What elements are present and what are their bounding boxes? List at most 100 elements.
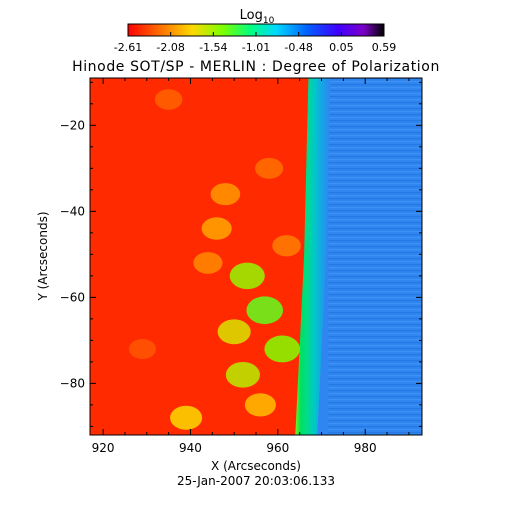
off-limb-stripe: [328, 333, 422, 335]
off-limb-stripe: [328, 156, 422, 158]
off-limb-stripe: [328, 123, 422, 125]
off-limb-stripe: [328, 306, 422, 308]
off-limb-stripe: [328, 186, 422, 188]
off-limb-stripe: [328, 87, 422, 89]
colorbar-label: Log10: [240, 8, 275, 26]
off-limb-stripe: [328, 198, 422, 200]
off-limb-stripe: [328, 360, 422, 362]
off-limb-stripe: [328, 99, 422, 101]
off-limb-stripe: [328, 324, 422, 326]
off-limb-stripe: [328, 126, 422, 128]
colorbar-tick-label: 0.59: [372, 41, 397, 54]
polarization-feature: [193, 252, 223, 274]
off-limb-stripe: [328, 285, 422, 287]
off-limb-stripe: [328, 270, 422, 272]
off-limb-stripe: [328, 234, 422, 236]
x-tick-label: 960: [266, 441, 289, 455]
off-limb-stripe: [328, 432, 422, 434]
x-tick-label: 920: [92, 441, 115, 455]
off-limb-stripe: [328, 309, 422, 311]
polarization-feature: [255, 157, 284, 179]
colorbar-tick-label: -1.01: [242, 41, 270, 54]
off-limb-stripe: [328, 417, 422, 419]
x-axis-label: X (Arcseconds): [211, 459, 301, 473]
off-limb-stripe: [328, 153, 422, 155]
off-limb-stripe: [328, 129, 422, 131]
off-limb-stripe: [328, 252, 422, 254]
off-limb-stripe: [328, 105, 422, 107]
off-limb-stripe: [328, 96, 422, 98]
off-limb-stripe: [328, 111, 422, 113]
off-limb-stripe: [328, 231, 422, 233]
off-limb-stripe: [328, 117, 422, 119]
off-limb-stripes: [328, 78, 422, 434]
y-tick-label: −20: [60, 118, 85, 132]
off-limb-stripe: [328, 210, 422, 212]
polarization-feature: [272, 235, 301, 257]
off-limb-stripe: [328, 342, 422, 344]
off-limb-stripe: [328, 237, 422, 239]
y-tick-label: −40: [60, 204, 85, 218]
polarization-feature: [210, 183, 241, 206]
off-limb-stripe: [328, 378, 422, 380]
off-limb-stripe: [328, 327, 422, 329]
off-limb-stripe: [328, 225, 422, 227]
off-limb-stripe: [328, 426, 422, 428]
off-limb-stripe: [328, 219, 422, 221]
y-tick-label: −80: [60, 376, 85, 390]
polarization-feature: [229, 262, 265, 290]
off-limb-stripe: [328, 384, 422, 386]
off-limb-stripe: [328, 369, 422, 371]
off-limb-stripe: [328, 195, 422, 197]
off-limb-stripe: [328, 420, 422, 422]
x-axis: 920 940 960 980: [92, 78, 410, 455]
off-limb-stripe: [328, 78, 422, 80]
off-limb-stripe: [328, 171, 422, 173]
off-limb-stripe: [328, 396, 422, 398]
limb-band: [292, 78, 331, 435]
off-limb-stripe: [328, 393, 422, 395]
colorbar-tick-label: -0.48: [284, 41, 312, 54]
polarization-feature: [244, 393, 276, 417]
off-limb-stripe: [328, 282, 422, 284]
off-limb-stripe: [328, 372, 422, 374]
off-limb-stripe: [328, 114, 422, 116]
off-limb-stripe: [328, 315, 422, 317]
polarization-feature: [154, 89, 183, 110]
off-limb-stripe: [328, 318, 422, 320]
y-axis: −20 −40 −60 −80: [60, 81, 422, 427]
off-limb-stripe: [328, 144, 422, 146]
off-limb-stripe: [328, 135, 422, 137]
off-limb-stripe: [328, 183, 422, 185]
off-limb-stripe: [328, 321, 422, 323]
off-limb-stripe: [328, 402, 422, 404]
off-limb-stripe: [328, 159, 422, 161]
off-limb-stripe: [328, 90, 422, 92]
off-limb-stripe: [328, 162, 422, 164]
off-limb-stripe: [328, 279, 422, 281]
off-limb-stripe: [328, 189, 422, 191]
off-limb-stripe: [328, 216, 422, 218]
off-limb-stripe: [328, 165, 422, 167]
off-limb-stripe: [328, 408, 422, 410]
off-limb-stripe: [328, 267, 422, 269]
off-limb-stripe: [328, 228, 422, 230]
off-limb-stripe: [328, 255, 422, 257]
x-tick-label: 940: [179, 441, 202, 455]
off-limb-stripe: [328, 246, 422, 248]
off-limb-stripe: [328, 243, 422, 245]
polarization-feature: [170, 405, 203, 430]
off-limb-stripe: [328, 411, 422, 413]
off-limb-stripe: [328, 300, 422, 302]
off-limb-stripe: [328, 222, 422, 224]
polarization-map: [90, 78, 422, 435]
off-limb-stripe: [328, 168, 422, 170]
off-limb-stripe: [328, 354, 422, 356]
polarization-feature: [264, 335, 301, 363]
colorbar-tick-label: -1.54: [199, 41, 227, 54]
off-limb-stripe: [328, 180, 422, 182]
off-limb-stripe: [328, 102, 422, 104]
colorbar-tick-label: -2.61: [114, 41, 142, 54]
